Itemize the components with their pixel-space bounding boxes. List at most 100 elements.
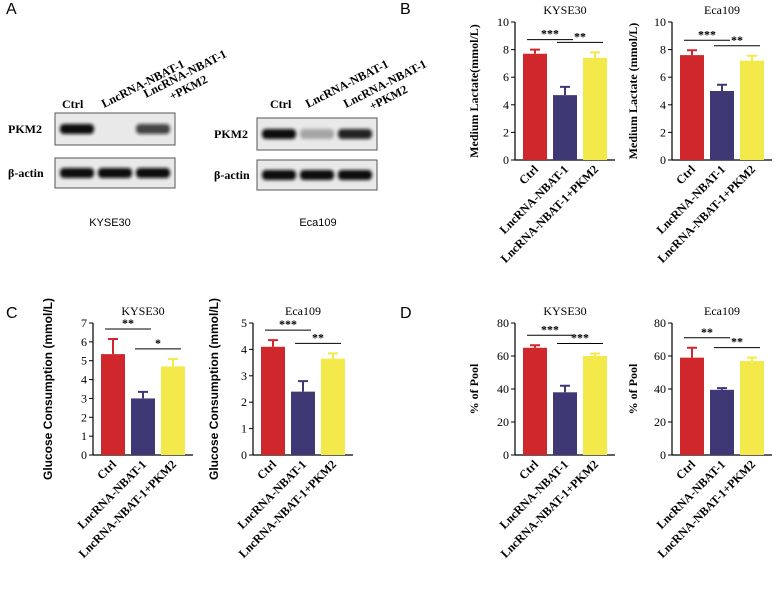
y-tick-label: 60 bbox=[497, 349, 509, 363]
bar bbox=[680, 357, 704, 455]
error-bar bbox=[268, 339, 278, 347]
error-bar bbox=[108, 338, 118, 355]
blot-band bbox=[262, 129, 296, 139]
error-bar bbox=[687, 346, 697, 358]
significance-label: *** bbox=[541, 322, 559, 336]
chart-title: KYSE30 bbox=[543, 3, 586, 17]
y-tick-label: 3 bbox=[241, 369, 247, 383]
blot-band bbox=[262, 170, 296, 180]
y-tick-label: 6 bbox=[503, 70, 509, 84]
y-tick-label: 0 bbox=[503, 153, 509, 167]
blot-band bbox=[338, 129, 372, 139]
error-bar bbox=[560, 85, 570, 96]
y-tick-label: 5 bbox=[81, 354, 87, 368]
y-tick-label: 7 bbox=[81, 316, 87, 330]
error-bar bbox=[298, 380, 308, 392]
error-bar bbox=[530, 344, 540, 348]
panel-label: D bbox=[400, 305, 412, 322]
y-tick-label: 60 bbox=[654, 349, 666, 363]
y-tick-label: 5 bbox=[241, 316, 247, 330]
significance-label: ** bbox=[574, 29, 586, 43]
y-tick-label: 4 bbox=[503, 98, 509, 112]
significance-label: ** bbox=[122, 316, 134, 330]
significance-label: ** bbox=[731, 33, 743, 47]
y-tick-label: 10 bbox=[654, 15, 666, 29]
y-axis-label: Medium Lactate(mmol/L) bbox=[467, 24, 481, 158]
significance-label: *** bbox=[571, 331, 589, 345]
y-tick-label: 3 bbox=[81, 391, 87, 405]
bar bbox=[710, 91, 734, 160]
y-tick-label: 1 bbox=[81, 429, 87, 443]
bar bbox=[131, 398, 155, 455]
y-tick-label: 6 bbox=[81, 335, 87, 349]
x-tick-label: Ctrl bbox=[94, 457, 119, 482]
x-tick-label: Ctrl bbox=[673, 457, 698, 482]
bar bbox=[321, 358, 345, 455]
significance-label: ** bbox=[701, 325, 713, 339]
y-tick-label: 2 bbox=[503, 125, 509, 139]
y-tick-label: 0 bbox=[241, 448, 247, 462]
bar bbox=[553, 392, 577, 455]
error-bar bbox=[590, 352, 600, 356]
chart-title: KYSE30 bbox=[121, 304, 164, 318]
bar bbox=[553, 95, 577, 160]
bar bbox=[680, 55, 704, 161]
significance-label: *** bbox=[698, 27, 716, 41]
protein-label: PKM2 bbox=[8, 122, 42, 136]
chart-title: Eca109 bbox=[704, 304, 740, 318]
bar bbox=[523, 347, 547, 455]
error-bar bbox=[717, 83, 727, 91]
y-tick-label: 2 bbox=[660, 125, 666, 139]
bar bbox=[740, 360, 764, 455]
error-bar bbox=[168, 357, 178, 367]
y-tick-label: 20 bbox=[497, 415, 509, 429]
blot-band bbox=[338, 170, 372, 180]
error-bar bbox=[590, 51, 600, 58]
panel-label: C bbox=[6, 305, 18, 322]
cell-line-label: KYSE30 bbox=[89, 217, 131, 229]
bar bbox=[523, 53, 547, 160]
error-bar bbox=[530, 48, 540, 54]
blot-band bbox=[136, 124, 170, 134]
significance-label: *** bbox=[279, 317, 297, 331]
bar bbox=[740, 60, 764, 160]
y-tick-label: 40 bbox=[654, 382, 666, 396]
blot-band bbox=[300, 129, 334, 139]
error-bar bbox=[747, 356, 757, 361]
blot-band bbox=[98, 168, 132, 178]
x-tick-label: Ctrl bbox=[254, 457, 279, 482]
y-tick-label: 2 bbox=[81, 410, 87, 424]
bar bbox=[583, 356, 607, 455]
y-tick-label: 4 bbox=[241, 342, 247, 356]
y-axis-label: Glucose Consumption (mmol/L) bbox=[41, 298, 55, 480]
bar bbox=[583, 57, 607, 160]
protein-label: β-actin bbox=[214, 168, 250, 182]
y-tick-label: 6 bbox=[660, 70, 666, 84]
error-bar bbox=[328, 352, 338, 359]
x-tick-label: Ctrl bbox=[516, 162, 541, 187]
bar bbox=[161, 366, 185, 455]
blot-band bbox=[60, 124, 94, 134]
blot-band bbox=[60, 168, 94, 178]
error-bar bbox=[687, 49, 697, 56]
y-tick-label: 20 bbox=[654, 415, 666, 429]
y-axis-label: % of Pool bbox=[626, 363, 640, 414]
y-tick-label: 80 bbox=[497, 316, 509, 330]
bar bbox=[710, 389, 734, 455]
error-bar bbox=[717, 387, 727, 390]
y-tick-label: 80 bbox=[654, 316, 666, 330]
error-bar bbox=[138, 390, 148, 399]
bar bbox=[291, 391, 315, 455]
y-tick-label: 40 bbox=[497, 382, 509, 396]
protein-label: PKM2 bbox=[214, 127, 248, 141]
y-tick-label: 10 bbox=[497, 15, 509, 29]
chart-title: Eca109 bbox=[704, 3, 740, 17]
y-tick-label: 4 bbox=[81, 373, 87, 387]
y-tick-label: 0 bbox=[660, 448, 666, 462]
significance-label: * bbox=[155, 336, 161, 350]
bar bbox=[261, 346, 285, 455]
chart-title: KYSE30 bbox=[543, 304, 586, 318]
protein-label: β-actin bbox=[8, 166, 44, 180]
y-axis-label: Glucose Consumption (mmol/L) bbox=[207, 298, 221, 480]
